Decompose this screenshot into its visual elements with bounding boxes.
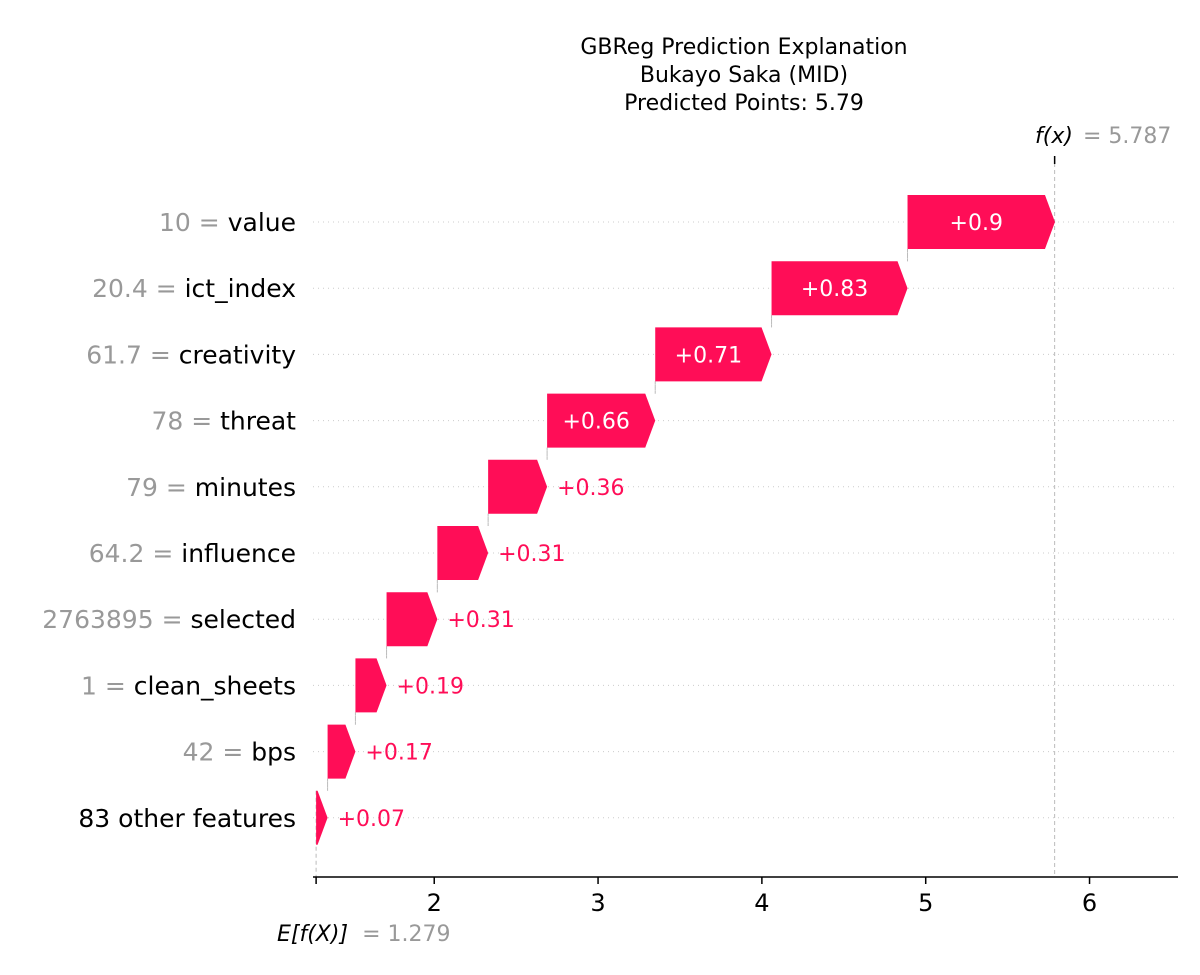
- bars: +0.9 +0.83 +0.71 +0.66 +0.36 +0.31 +0.31 +0.19 +…: [316, 195, 1055, 845]
- feature-label: 10 = value: [159, 208, 296, 237]
- feature-equals: =: [191, 407, 220, 436]
- feature-label: 20.4 = ict_index: [92, 274, 296, 303]
- feature-label: 2763895 = selected: [42, 605, 296, 634]
- feature-equals: =: [105, 671, 134, 700]
- chart-title-line-3: Predicted Points: 5.79: [624, 91, 864, 116]
- output-value-annotation: f(x) = 5.787: [1035, 124, 1171, 149]
- feature-label: 42 = bps: [183, 738, 296, 767]
- bar-value-label: +0.36: [557, 476, 624, 501]
- feature-value: 64.2: [89, 539, 153, 568]
- feature-name: threat: [220, 407, 296, 436]
- feature-value: 42: [183, 738, 223, 767]
- feature-label: 1 = clean_sheets: [81, 671, 296, 700]
- feature-name: creativity: [179, 340, 296, 369]
- contribution-bar: [327, 724, 356, 779]
- feature-equals: =: [222, 738, 251, 767]
- bar-value-label: +0.19: [397, 674, 464, 699]
- feature-value: 10: [159, 208, 199, 237]
- feature-label: 78 = threat: [151, 407, 296, 436]
- feature-value: 78: [151, 407, 191, 436]
- contribution-bar: [316, 790, 328, 845]
- base-value-annotation: E[f(X)] = 1.279: [277, 922, 450, 947]
- bar-value-label: +0.83: [801, 277, 868, 302]
- chart-title-line-2: Bukayo Saka (MID): [640, 63, 848, 88]
- output-value-text: f(x) = 5.787: [1035, 124, 1171, 149]
- feature-equals: =: [199, 208, 228, 237]
- bar-value-label: +0.66: [562, 410, 629, 435]
- chart-title-line-1: GBReg Prediction Explanation: [580, 35, 907, 60]
- feature-equals: =: [150, 340, 179, 369]
- feature-equals: =: [166, 473, 195, 502]
- feature-label: 83 other features: [78, 804, 296, 833]
- bar-value-label: +0.71: [675, 343, 742, 368]
- x-tick-label: 4: [754, 889, 769, 917]
- x-tick-label: 2: [427, 889, 442, 917]
- feature-value: 20.4: [92, 274, 156, 303]
- bar-value-label: +0.31: [498, 542, 565, 567]
- bar-value-label: +0.07: [338, 807, 405, 832]
- chart-title: GBReg Prediction Explanation Bukayo Saka…: [580, 35, 907, 116]
- feature-name: minutes: [195, 473, 296, 502]
- contribution-bar: [386, 592, 438, 647]
- feature-name: clean_sheets: [134, 671, 296, 700]
- feature-labels: 10 = value 20.4 = ict_index 61.7 = creativ…: [42, 208, 296, 833]
- bar-value-label: +0.17: [365, 741, 432, 766]
- feature-label: 64.2 = influence: [89, 539, 296, 568]
- x-axis: 2 3 4 5 6: [313, 876, 1178, 917]
- contribution-bar: [547, 393, 656, 448]
- x-tick-label: 6: [1082, 889, 1097, 917]
- contribution-bar: [655, 327, 772, 382]
- connector-lines: [315, 156, 1056, 877]
- x-tick-label: 5: [918, 889, 933, 917]
- bar-value-label: +0.9: [950, 211, 1003, 236]
- feature-value: 2763895: [42, 605, 161, 634]
- feature-equals: =: [156, 274, 185, 303]
- feature-label: 79 = minutes: [126, 473, 296, 502]
- x-tick-label: 3: [590, 889, 605, 917]
- contribution-bar: [355, 658, 387, 713]
- contribution-bar: [907, 195, 1055, 249]
- contribution-bar: [771, 261, 908, 316]
- base-value-label: E[f(X)]: [277, 922, 348, 947]
- feature-name: 83 other features: [78, 804, 296, 833]
- bar-value-label: +0.31: [447, 608, 514, 633]
- feature-value: 1: [81, 671, 105, 700]
- feature-value: 79: [126, 473, 166, 502]
- feature-name: influence: [181, 539, 296, 568]
- contribution-bar: [437, 526, 489, 580]
- feature-name: bps: [251, 738, 296, 767]
- feature-equals: =: [162, 605, 191, 634]
- output-value-number: = 5.787: [1083, 124, 1171, 149]
- feature-equals: =: [152, 539, 181, 568]
- output-value-label: f(x): [1035, 124, 1073, 149]
- feature-name: selected: [190, 605, 296, 634]
- base-value-text: E[f(X)] = 1.279: [277, 922, 450, 947]
- feature-name: ict_index: [185, 274, 296, 303]
- feature-name: value: [228, 208, 296, 237]
- feature-value: 61.7: [86, 340, 150, 369]
- contribution-bar: [488, 459, 548, 514]
- grid-lines: [313, 221, 1178, 819]
- base-value-number: = 1.279: [362, 922, 450, 947]
- feature-label: 61.7 = creativity: [86, 340, 296, 369]
